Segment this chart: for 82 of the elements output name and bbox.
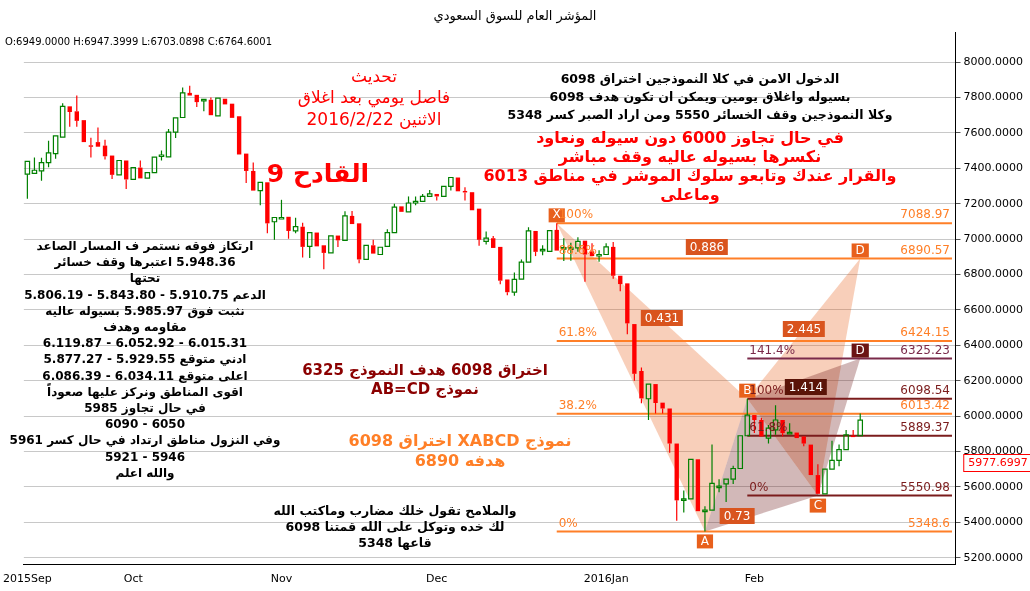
data-label: 5348.6 — [907, 515, 950, 530]
data-label: 6013.42 — [900, 397, 950, 412]
candlestick — [363, 244, 369, 261]
y-tick-label: 8000.0000 — [963, 54, 1024, 68]
annotation: 0.431 — [640, 310, 684, 326]
x-tick-label: Oct — [123, 572, 144, 586]
x-tick-label: 2016Jan — [583, 572, 629, 586]
data-label: 6098.54 — [900, 382, 950, 397]
candlestick — [328, 235, 334, 254]
annotation: 1.414 — [784, 379, 828, 395]
candlestick — [88, 137, 94, 159]
x-tick-label: Nov — [270, 572, 293, 586]
y-tick-label: 7200.0000 — [963, 196, 1024, 210]
annotation: 2.445 — [782, 321, 826, 337]
annotation: تحديث فاصل يومي بعد اغلاق الاثنين 2016/2/22 — [297, 66, 451, 129]
candlestick — [356, 223, 362, 264]
candlestick — [215, 97, 221, 117]
candlestick — [476, 208, 482, 247]
candlestick — [24, 160, 31, 200]
chart-title: المؤشر العام للسوق السعودي — [432, 8, 598, 23]
y-tick-label: 7600.0000 — [963, 125, 1024, 139]
candlestick — [95, 126, 101, 147]
y-tick-label: 5600.0000 — [963, 479, 1024, 493]
annotation: 61.8% — [749, 419, 788, 434]
candlestick — [695, 459, 701, 512]
y-tick-label: 7400.0000 — [963, 161, 1024, 175]
x-tick-label: Dec — [426, 572, 448, 586]
candlestick — [808, 444, 814, 476]
y-tick-label: 5400.0000 — [963, 515, 1024, 529]
annotation: في حال تجاوز 6000 دون سيوله ونعاود نكسرها بسيوله عاليه وقف مباشر والقرار عندك وتابعو سلوك الموشر في مناطق 6013 وماعلى — [482, 128, 898, 204]
y-tick-label: 6800.0000 — [963, 267, 1024, 281]
data-label: 5889.37 — [900, 419, 950, 434]
annotation: الدخول الامن في كلا النموذجين اختراق 6098 بسيوله واغلاق يومين ويمكن ان تكون هدف 6098 وكلا النموذجين وقف الخسائر 5550 ومن اراد الصبر كسر 5348 — [506, 70, 894, 124]
candlestick — [151, 156, 158, 174]
y-tick-label: 6400.0000 — [963, 338, 1024, 352]
annotation: 38.2% — [558, 397, 597, 412]
candlestick — [81, 120, 87, 143]
candlestick — [208, 96, 214, 116]
data-label: 5550.98 — [900, 479, 950, 494]
annotation: والملامح تقول خلك مضارب وماكتب الله لك خده وتوكل على الله قمتنا 6098 قاعها 5348 — [273, 503, 517, 550]
y-tick-label: 6000.0000 — [963, 408, 1024, 422]
data-label: 6890.57 — [900, 242, 950, 257]
candlestick — [229, 103, 235, 118]
y-tick-label: 7800.0000 — [963, 90, 1024, 104]
candlestick — [144, 171, 151, 179]
data-label: C — [813, 497, 823, 512]
candlestick — [674, 443, 679, 522]
data-label: A — [700, 533, 710, 548]
y-tick-label: 6200.0000 — [963, 373, 1024, 387]
candlestick — [469, 192, 475, 211]
data-label: 6325.23 — [900, 342, 950, 357]
annotation: 0.73 — [719, 508, 755, 524]
candlestick — [251, 161, 256, 191]
x-tick-label: Feb — [744, 572, 765, 586]
candlestick — [546, 230, 553, 252]
annotation: 61.8% — [558, 325, 597, 340]
y-tick-label: 5200.0000 — [963, 550, 1024, 564]
data-label: X — [552, 207, 561, 222]
y-tick-label: 7000.0000 — [963, 231, 1024, 245]
candlestick — [236, 116, 242, 155]
y-tick-label: 6600.0000 — [963, 302, 1024, 316]
annotation: O:6949.0000 H:6947.3999 L:6703.0898 C:6764.6001 — [5, 36, 274, 49]
data-label: D — [855, 242, 865, 257]
candlestick — [377, 246, 384, 256]
annotation: نموذج XABCD اختراق 6098 هدفه 6890 — [347, 431, 573, 471]
candlestick — [342, 210, 348, 241]
candlestick — [116, 159, 122, 176]
annotation: اختراق 6098 هدف النموذج 6325 نموذج AB=CD — [301, 361, 549, 399]
data-label: 7088.97 — [900, 207, 950, 222]
annotation: 0% — [558, 515, 578, 530]
annotation: 0.886 — [685, 239, 729, 255]
text: 5977.6997 — [963, 454, 1030, 472]
data-label: D — [855, 342, 865, 357]
candlestick — [109, 155, 115, 180]
candlestick — [74, 94, 79, 128]
annotation: 141.4% — [749, 342, 796, 357]
annotation: القادح 9 — [265, 158, 371, 190]
annotation: 0% — [749, 479, 769, 494]
candlestick — [645, 383, 652, 421]
x-tick-label: 2015Sep — [3, 572, 52, 586]
data-label: 6424.15 — [900, 325, 950, 340]
candlestick — [130, 166, 137, 181]
